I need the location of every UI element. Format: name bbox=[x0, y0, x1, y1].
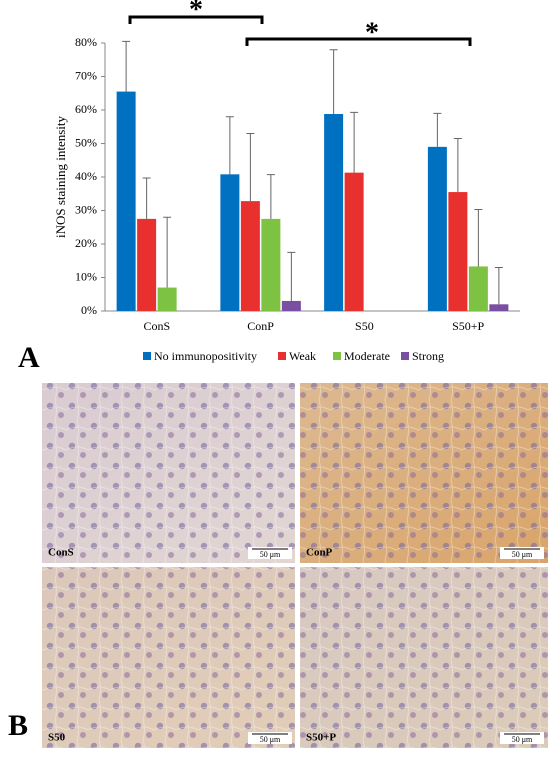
error-bar bbox=[329, 49, 338, 115]
micrograph-label: ConS bbox=[48, 547, 74, 559]
bar bbox=[261, 218, 281, 311]
y-tick-label: 60% bbox=[75, 102, 97, 116]
error-bar bbox=[433, 112, 442, 147]
error-bar bbox=[122, 40, 131, 92]
scale-box bbox=[248, 547, 292, 559]
bar bbox=[240, 201, 260, 311]
bar bbox=[468, 266, 488, 311]
bar bbox=[324, 114, 344, 312]
significance-bracket bbox=[128, 15, 264, 24]
bar bbox=[489, 304, 509, 311]
legend-label: Strong bbox=[412, 349, 444, 363]
scale-label: 50 μm bbox=[512, 735, 533, 744]
micrograph-label: S50+P bbox=[306, 732, 336, 744]
bar bbox=[157, 287, 177, 311]
scale-box bbox=[500, 547, 544, 559]
error-bar bbox=[225, 116, 234, 175]
bar bbox=[116, 91, 136, 311]
error-bar bbox=[494, 266, 503, 305]
error-bar bbox=[350, 111, 359, 173]
legend-label: Weak bbox=[289, 349, 316, 363]
error-bar bbox=[163, 216, 172, 288]
micrograph: ConP 50 μm bbox=[300, 383, 548, 563]
significance-star: * bbox=[365, 17, 379, 48]
error-bar bbox=[474, 208, 483, 267]
y-tick-label: 80% bbox=[75, 35, 97, 49]
legend-swatch bbox=[333, 352, 341, 360]
error-bar bbox=[287, 251, 296, 301]
scale-label: 50 μm bbox=[260, 550, 281, 559]
x-tick-label: ConS bbox=[144, 319, 171, 333]
x-tick-label: S50 bbox=[355, 319, 374, 333]
significance-bracket bbox=[245, 37, 472, 46]
bar bbox=[281, 300, 301, 311]
micrograph: S50 50 μm bbox=[42, 567, 295, 748]
cell-texture bbox=[300, 567, 548, 748]
micrograph-label: S50 bbox=[48, 732, 66, 744]
error-bar bbox=[142, 177, 151, 219]
y-tick-label: 70% bbox=[75, 68, 97, 82]
y-tick-label: 10% bbox=[75, 269, 97, 283]
legend-label: No immunopositivity bbox=[154, 349, 257, 363]
y-tick-label: 20% bbox=[75, 236, 97, 250]
legend-swatch bbox=[278, 352, 286, 360]
legend-swatch bbox=[401, 352, 409, 360]
error-bar bbox=[246, 132, 255, 202]
scale-box bbox=[248, 732, 292, 744]
bar bbox=[427, 146, 447, 311]
bar bbox=[448, 192, 468, 311]
bar bbox=[344, 172, 364, 311]
cell-texture bbox=[300, 383, 548, 563]
scale-label: 50 μm bbox=[512, 550, 533, 559]
error-bar bbox=[266, 174, 275, 219]
x-tick-label: ConP bbox=[247, 319, 274, 333]
y-tick-label: 0% bbox=[81, 303, 97, 317]
error-bar bbox=[453, 137, 462, 193]
significance-star: * bbox=[189, 0, 203, 25]
panel-label: B bbox=[8, 709, 28, 742]
y-tick-label: 50% bbox=[75, 135, 97, 149]
x-tick-label: S50+P bbox=[452, 319, 484, 333]
micrograph-label: ConP bbox=[306, 547, 333, 559]
cell-texture bbox=[42, 383, 295, 563]
bar bbox=[137, 218, 157, 311]
y-axis-label: iNOS staining intensity bbox=[53, 115, 68, 238]
micrograph: S50+P 50 μm bbox=[300, 567, 548, 748]
scale-label: 50 μm bbox=[260, 735, 281, 744]
scale-box bbox=[500, 732, 544, 744]
legend-swatch bbox=[143, 352, 151, 360]
y-tick-label: 40% bbox=[75, 169, 97, 183]
panel-label: A bbox=[18, 341, 40, 374]
legend-label: Moderate bbox=[344, 349, 390, 363]
micrograph: ConS 50 μm bbox=[42, 383, 295, 563]
y-tick-label: 30% bbox=[75, 202, 97, 216]
bar bbox=[220, 174, 240, 311]
cell-texture bbox=[42, 567, 295, 748]
